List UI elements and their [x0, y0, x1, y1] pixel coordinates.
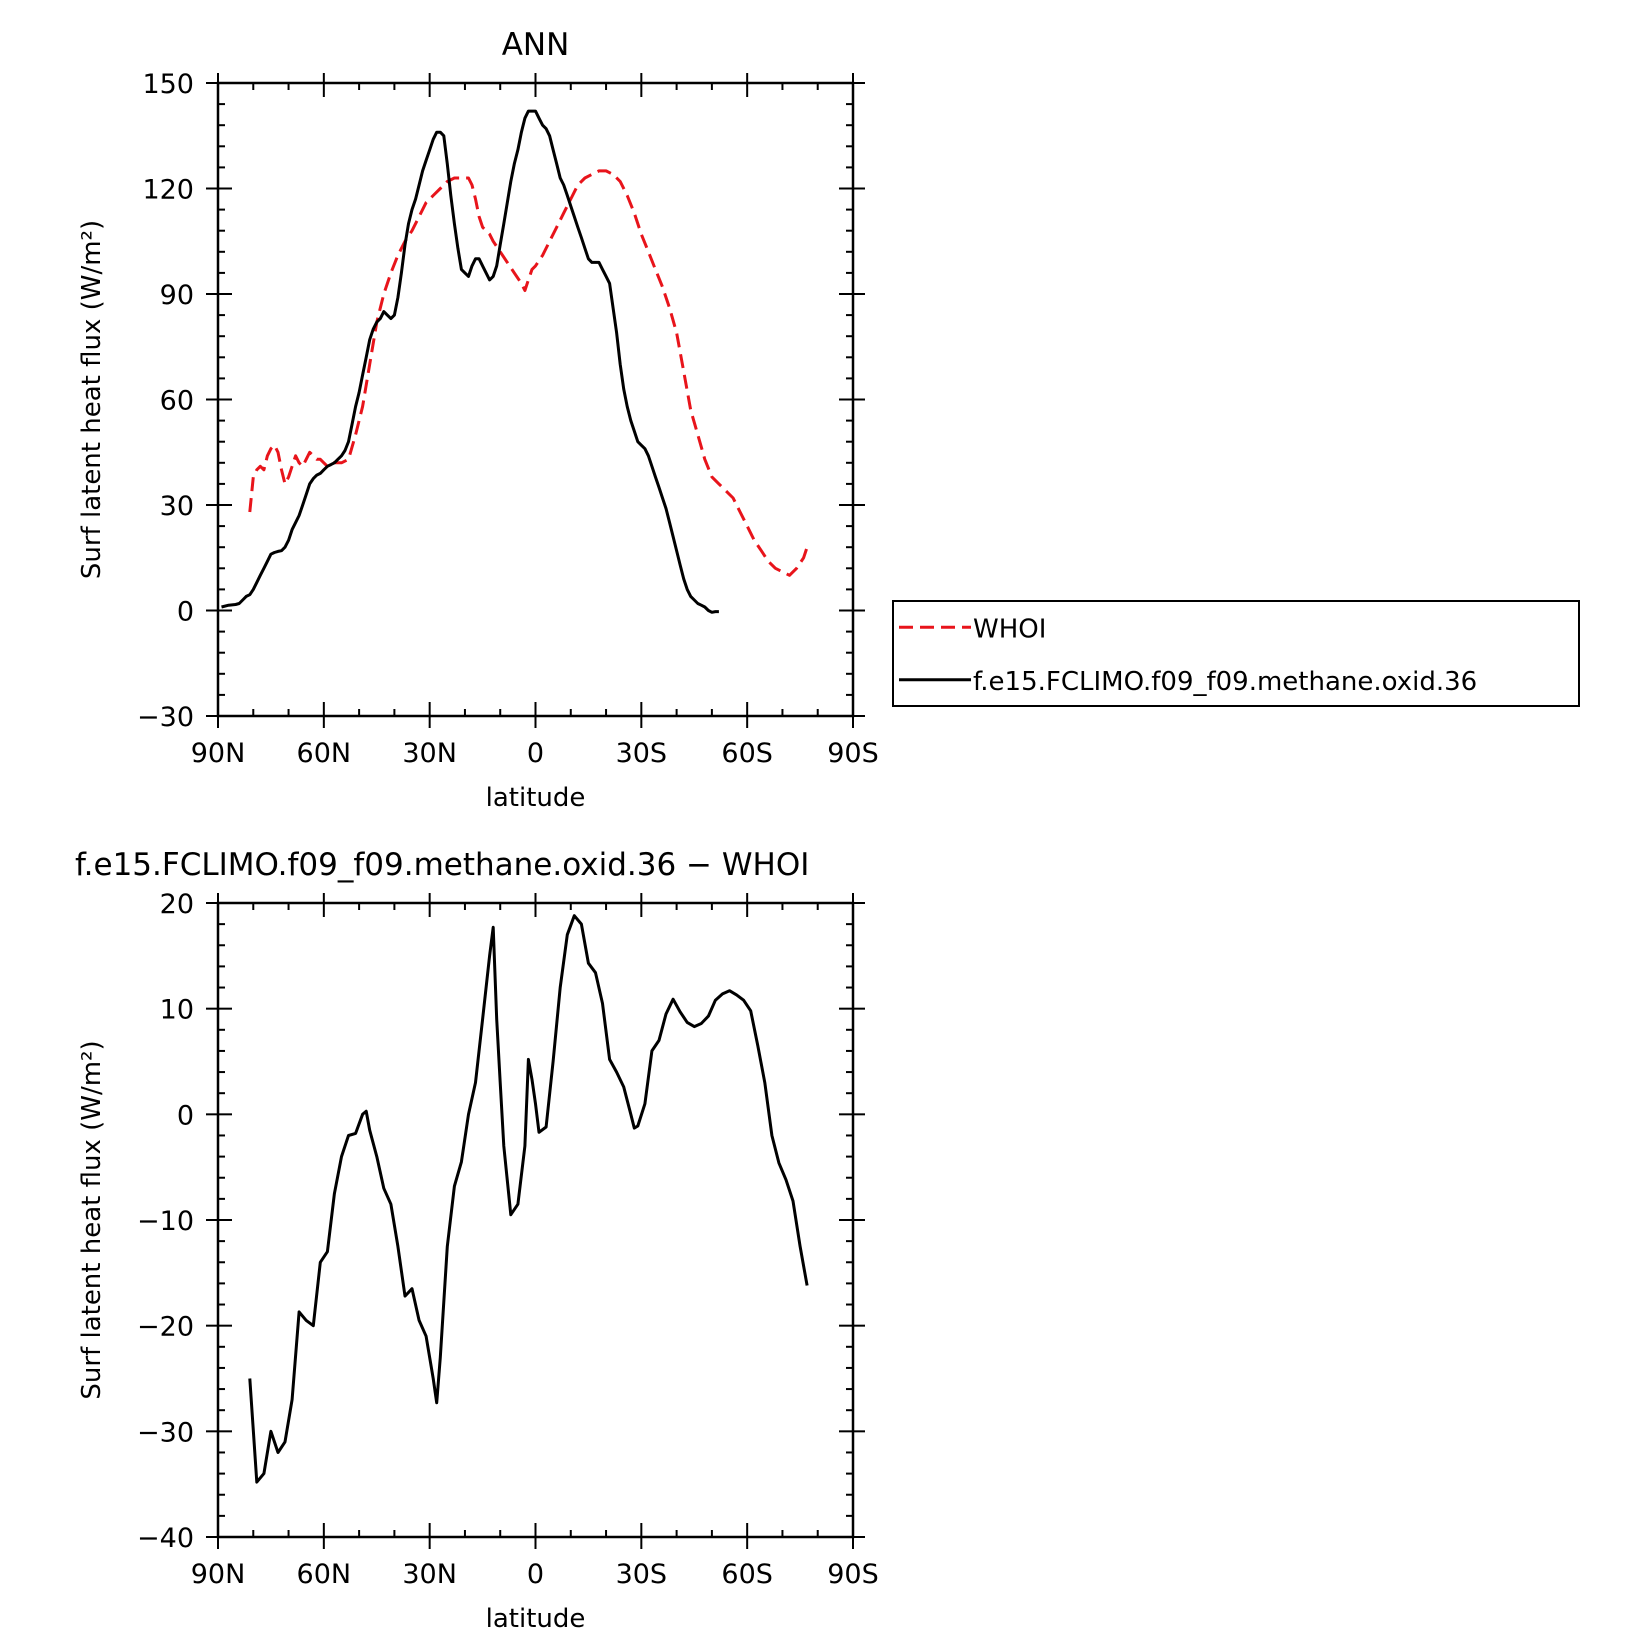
y-tick-label: 150 — [142, 69, 194, 100]
y-tick-label: −30 — [137, 1417, 194, 1448]
y-tick-label: 120 — [142, 175, 194, 206]
top-panel-annual-latent-heat-flux: ANN 90N 60N 30N 0 30S 60S 90S 150 120 90 60 30 0 −30 la… — [77, 27, 1580, 813]
y-tick-label: −40 — [137, 1523, 194, 1554]
x-tick-label: 90N — [191, 738, 246, 769]
x-tick-label: 0 — [527, 738, 544, 769]
x-tick-label: 90N — [191, 1559, 246, 1590]
x-tick-label: 60N — [297, 1559, 352, 1590]
y-tick-label: 90 — [160, 280, 194, 311]
x-tick-label: 30N — [402, 738, 457, 769]
legend-entry: WHOI — [973, 614, 1046, 644]
series-line-solid — [248, 914, 809, 1484]
y-axis-label: Surf latent heat flux (W/m²) — [77, 220, 107, 579]
legend-entry: f.e15.FCLIMO.f09_f09.methane.oxid.36 — [973, 667, 1477, 697]
x-tick-label: 60N — [297, 738, 352, 769]
x-axis-label: latitude — [486, 1604, 586, 1634]
legend-box — [892, 600, 1580, 707]
y-tick-label: 10 — [160, 995, 194, 1026]
series-line-dashed — [248, 169, 809, 577]
bottom-panel-difference-latent-heat-flux: f.e15.FCLIMO.f09_f09.methane.oxid.36 − W… — [75, 847, 879, 1634]
plot-frame — [216, 81, 855, 718]
x-tick-label: 0 — [527, 1559, 544, 1590]
x-tick-label: 30N — [402, 1559, 457, 1590]
y-tick-label: −20 — [137, 1312, 194, 1343]
plot-frame — [216, 901, 855, 1539]
x-tick-label: 30S — [616, 1559, 668, 1590]
series-line-solid — [221, 109, 719, 614]
y-tick-label: 60 — [160, 386, 194, 417]
y-tick-label: −10 — [137, 1206, 194, 1237]
y-tick-label: 0 — [177, 597, 194, 628]
x-tick-label: 60S — [721, 738, 773, 769]
legend: WHOI f.e15.FCLIMO.f09_f09.methane.oxid.36 — [892, 600, 1580, 707]
y-axis-label: Surf latent heat flux (W/m²) — [77, 1040, 107, 1399]
chart-title: f.e15.FCLIMO.f09_f09.methane.oxid.36 − W… — [75, 847, 809, 883]
x-tick-label: 60S — [721, 1559, 773, 1590]
x-tick-label: 90S — [827, 1559, 879, 1590]
y-tick-label: 0 — [177, 1100, 194, 1131]
y-tick-label: 30 — [160, 491, 194, 522]
x-tick-label: 30S — [616, 738, 668, 769]
chart-title: ANN — [502, 27, 570, 63]
x-axis-label: latitude — [486, 783, 586, 813]
x-tick-label: 90S — [827, 738, 879, 769]
y-tick-label: 20 — [160, 889, 194, 920]
y-tick-label: −30 — [137, 702, 194, 733]
